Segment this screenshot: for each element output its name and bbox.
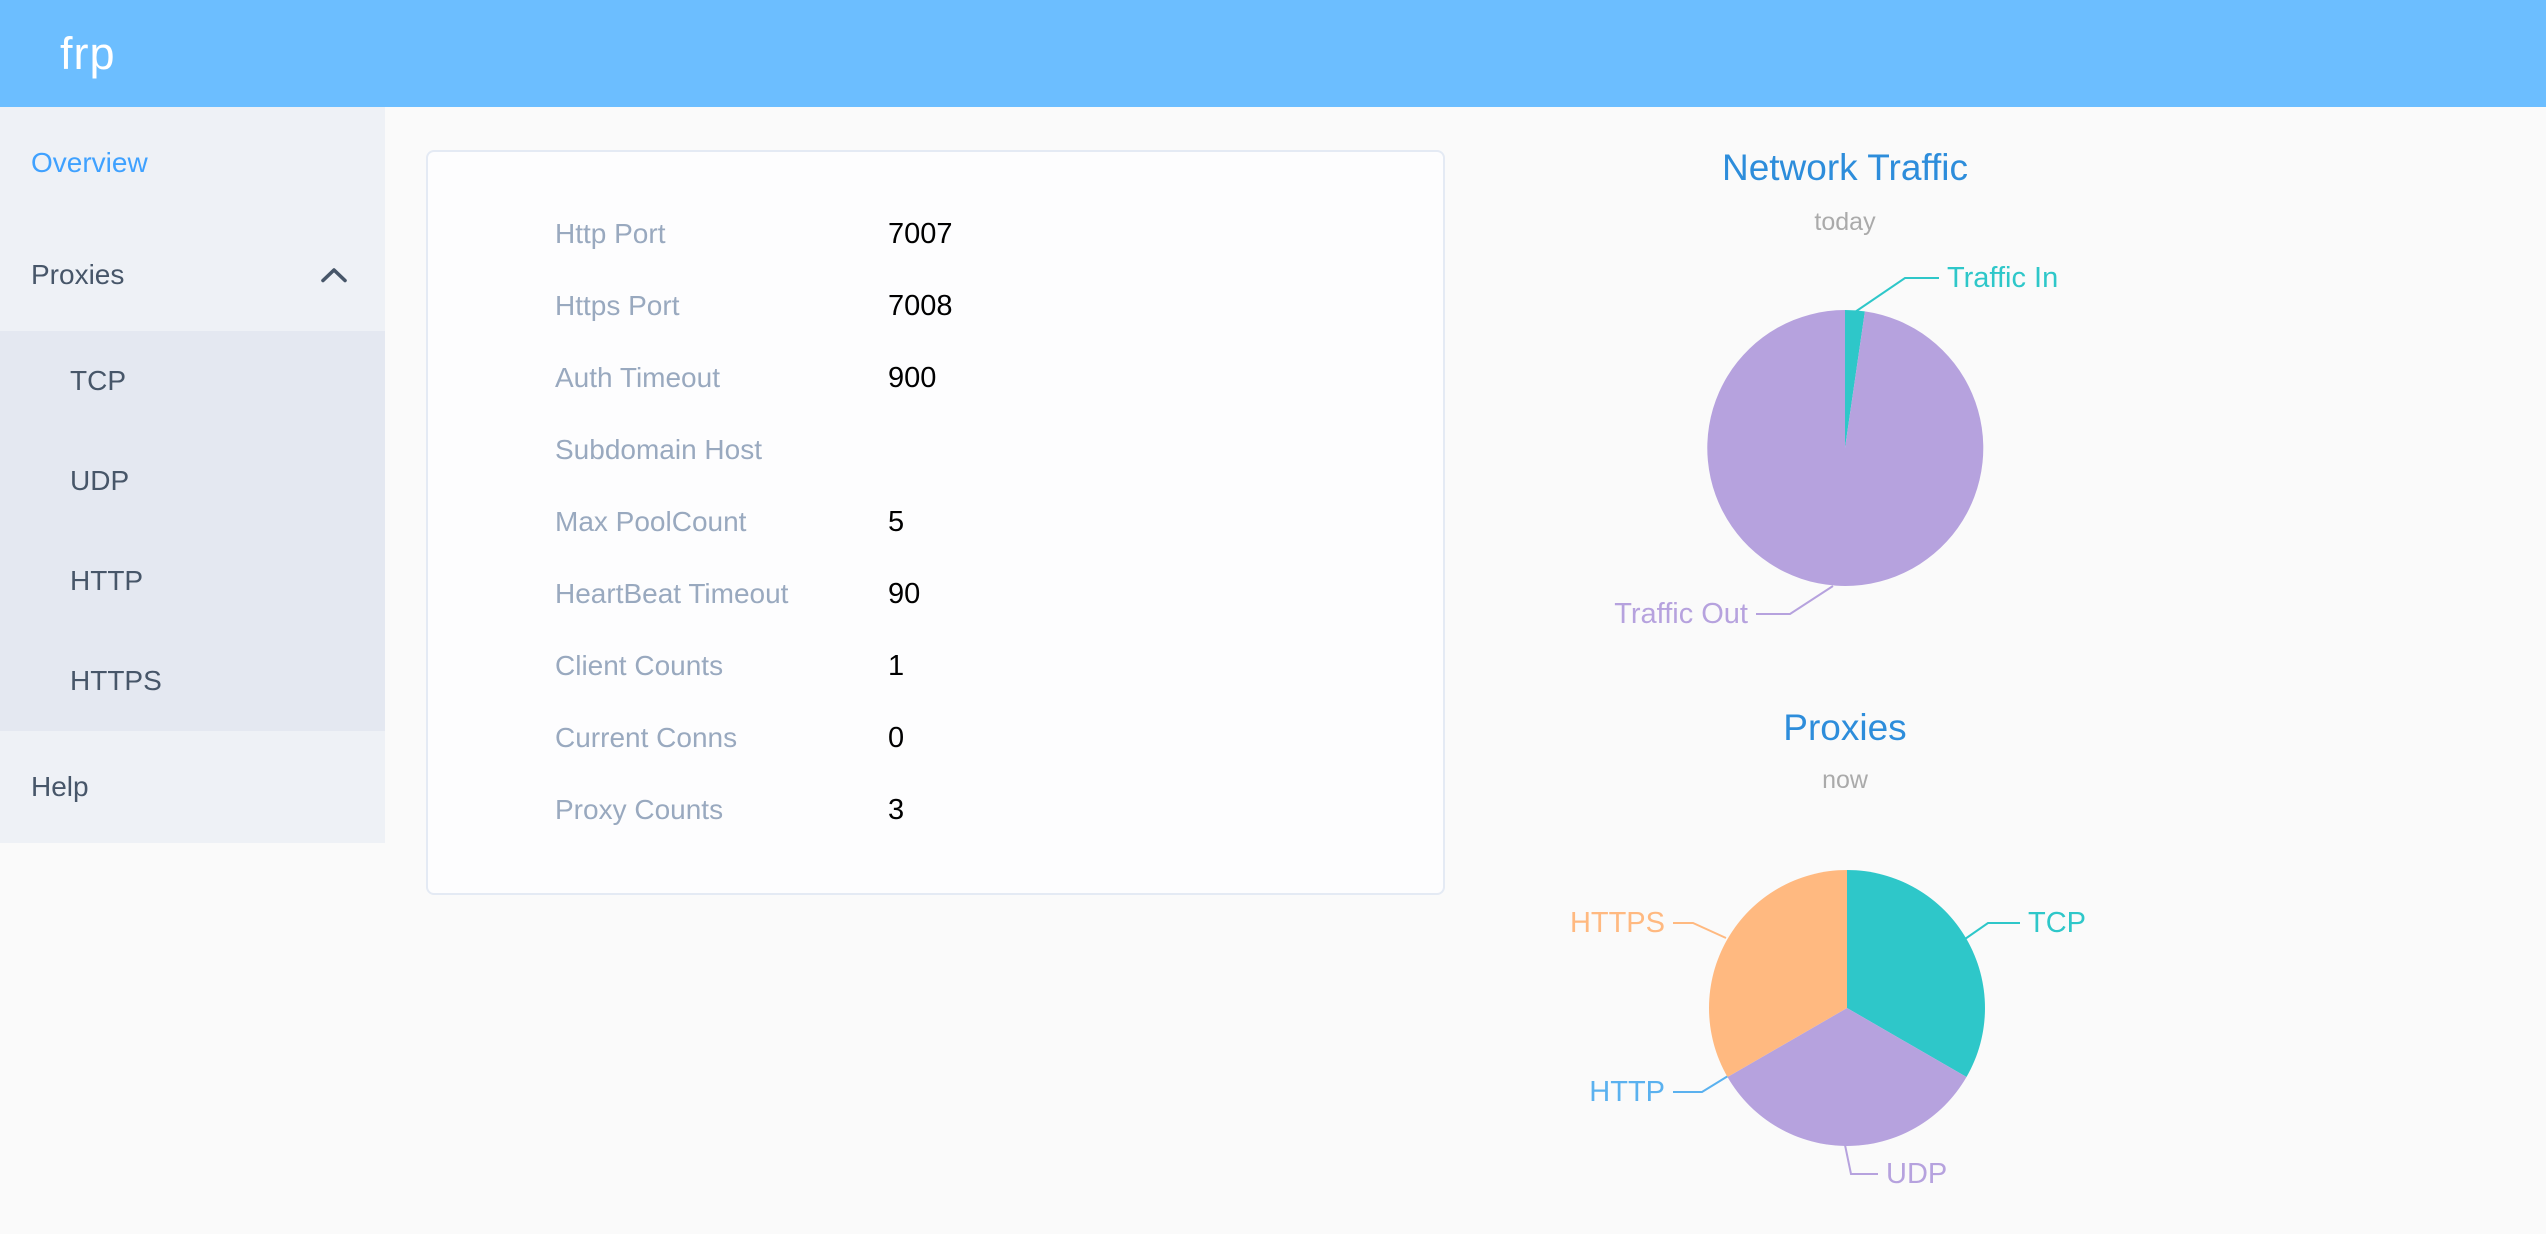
chart-subtitle: today [1814,208,1876,236]
pie-slice-traffic-out[interactable] [1707,310,1984,586]
config-row: Https Port 7008 [428,270,1443,342]
sidebar-subitem-tcp[interactable]: TCP [70,365,126,396]
config-label: Proxy Counts [555,794,724,825]
sidebar-item-label: Proxies [31,259,125,290]
sidebar-subitem-http[interactable]: HTTP [70,565,144,596]
config-label: Current Conns [555,722,738,753]
config-row: Auth Timeout 900 [428,342,1443,414]
pie-label-traffic-in: Traffic In [1947,262,2058,294]
sidebar-submenu-proxies: TCP UDP HTTP HTTPS [0,331,385,731]
pie-label-line-tcp [1964,922,2020,940]
pie-label-traffic-out: Traffic Out [1614,598,1748,630]
frp-logo: frp [60,28,116,79]
server-config-list: Http Port 7007 Https Port 7008 Auth Timeout 9… [428,152,1443,846]
config-label: Auth Timeout [555,362,720,393]
config-label: HeartBeat Timeout [555,578,789,609]
config-row: Proxy Counts 3 [428,774,1443,846]
config-value: 0 [888,722,905,754]
pie-label-line-https [1673,922,1727,939]
config-row: Client Counts 1 [428,630,1443,702]
config-row: HeartBeat Timeout 90 [428,558,1443,630]
proxies-chart: Proxies now TCP UDP HTTP HTTPS [1455,700,2235,1234]
config-row: Subdomain Host [428,414,1443,486]
config-row: Current Conns 0 [428,702,1443,774]
config-row: Max PoolCount 5 [428,486,1443,558]
overview-card: Http Port 7007 Https Port 7008 Auth Timeout 9… [426,150,1445,895]
pie-label-line-traffic-out [1756,585,1834,615]
config-row: Http Port 7007 [428,198,1443,270]
pie-label-https: HTTPS [1570,907,1665,939]
sidebar: Overview Proxies TCP UDP HTTP HTTPS Help [0,107,385,843]
config-value: 1 [888,650,905,682]
config-label: Max PoolCount [555,506,747,537]
config-value: 7008 [888,290,953,322]
pie-label-http: HTTP [1589,1076,1665,1108]
pie-slice-traffic-in[interactable] [1845,309,1865,448]
pie-label-tcp: TCP [2028,907,2086,939]
app-header: frp [0,0,2546,107]
config-label: Client Counts [555,650,724,681]
config-label: Http Port [555,218,666,249]
config-value: 3 [888,794,905,826]
pie-slice-udp[interactable] [1727,1008,1967,1146]
sidebar-item-help[interactable]: Help [0,731,385,843]
pie-label-line-udp [1844,1144,1878,1175]
pie-slice-tcp[interactable] [1847,870,1985,1077]
pie-label-line-http [1673,1075,1729,1093]
sidebar-item-overview[interactable]: Overview [0,107,385,219]
config-label: Subdomain Host [555,434,763,465]
chevron-up-icon[interactable] [320,267,348,283]
config-value: 90 [888,578,921,610]
sidebar-item-proxies[interactable]: Proxies [0,219,385,331]
pie-slice-https[interactable] [1709,870,1847,1077]
config-label: Https Port [555,290,680,321]
pie-label-line-traffic-in [1854,277,1939,313]
config-value: 5 [888,506,905,538]
config-value: 7007 [888,218,953,250]
sidebar-item-label: Help [31,771,89,802]
pie-label-udp: UDP [1886,1158,1947,1190]
chart-title: Proxies [1783,707,1906,748]
chart-title: Network Traffic [1722,147,1968,188]
config-value: 900 [888,362,937,394]
chart-subtitle: now [1822,766,1869,794]
sidebar-subitem-udp[interactable]: UDP [70,465,130,496]
network-traffic-chart: Network Traffic today Traffic In Traffic Ou… [1455,90,2235,650]
sidebar-item-label: Overview [31,147,148,178]
sidebar-subitem-https[interactable]: HTTPS [70,665,162,696]
